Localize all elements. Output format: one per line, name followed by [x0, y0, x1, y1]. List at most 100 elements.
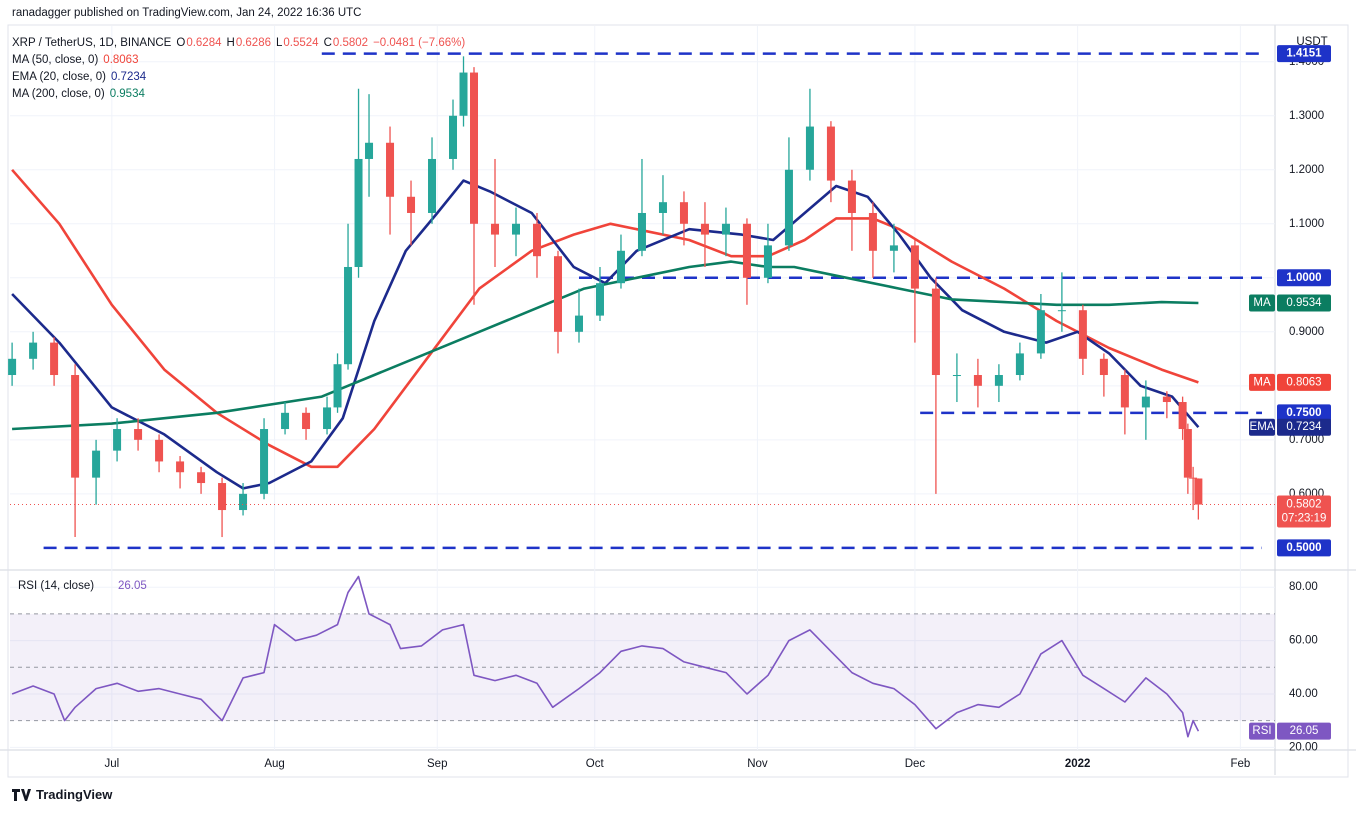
ohlc-value: 0.6286 [235, 37, 271, 49]
candle-body [994, 375, 1003, 386]
candle-body [637, 212, 646, 251]
candle-body [386, 142, 395, 197]
level-tag-label: 1.0000 [1286, 272, 1321, 284]
y-tick-label: 40.00 [1289, 688, 1318, 700]
candle-body [1141, 396, 1150, 408]
legend-row: EMA (20, close, 0) 0.7234 [12, 69, 470, 86]
x-tick-label: Nov [747, 758, 768, 770]
candle-body [868, 212, 877, 251]
candle-body [281, 412, 290, 430]
candle-body [197, 472, 206, 484]
candle-body [323, 407, 332, 430]
x-tick-label: Dec [905, 758, 926, 770]
candle-body [407, 196, 416, 213]
indicator-value-box [1277, 294, 1331, 312]
footer: TradingView [12, 787, 112, 802]
indicator-tag-box [1249, 373, 1275, 391]
currency-label: USDT [1296, 36, 1327, 48]
candle-body [931, 288, 940, 376]
candle-body [1057, 310, 1066, 312]
candle-body [29, 342, 38, 359]
candle-body [826, 126, 835, 181]
indicator-legend-value: 0.8063 [103, 54, 139, 66]
candle-body [176, 461, 185, 473]
y-tick-label: 1.2000 [1289, 164, 1324, 176]
rsi-line [11, 575, 1200, 738]
candle-body [763, 245, 772, 278]
change: −0.0481 (−7.66%) [373, 37, 466, 49]
legend-row: MA (200, close, 0) 0.9534 [12, 86, 470, 103]
candle-body [1189, 477, 1198, 479]
brand: TradingView [36, 787, 113, 802]
candle-body [973, 375, 982, 386]
indicator-line [12, 260, 1199, 431]
ohlc-value: 0.5524 [283, 37, 319, 49]
y-tick-label: 0.9000 [1289, 326, 1324, 338]
indicator-value: 0.7234 [1286, 421, 1322, 433]
publish-header: ranadagger published on TradingView.com,… [12, 7, 362, 19]
indicator-value: 0.9534 [1286, 297, 1322, 309]
candle-body [333, 364, 342, 408]
candle-body [1099, 358, 1108, 376]
candle-body [134, 429, 143, 440]
y-tick-label: 0.7000 [1289, 434, 1324, 446]
indicator-name: MA (50, close, 0) [12, 54, 99, 66]
indicator-tag: MA [1253, 376, 1271, 388]
logo [12, 788, 31, 801]
candle-body [155, 439, 164, 462]
candle-body [574, 315, 583, 332]
rsi-value-box [1277, 722, 1331, 740]
candle-body [889, 245, 898, 251]
candle-body [512, 223, 520, 235]
candle-body [1194, 478, 1203, 505]
y-tick-label: 60.00 [1289, 635, 1318, 647]
ohlc-label: H [226, 37, 235, 49]
indicator-tag: MA [1253, 297, 1271, 309]
price-tag [1277, 495, 1331, 528]
y-tick-label: 1.3000 [1289, 110, 1324, 122]
frame [7, 24, 1349, 778]
indicator-legend-value: 0.9534 [109, 88, 145, 100]
x-tick-label: Oct [586, 758, 605, 770]
candle-body [1162, 396, 1171, 403]
y-tick-label: 20.00 [1289, 741, 1318, 753]
candle-body [92, 450, 101, 478]
candle-body [260, 429, 269, 494]
indicator-tag: EMA [1250, 421, 1275, 433]
candle-body [847, 180, 856, 213]
indicator-line [11, 179, 1200, 490]
candle-body [71, 375, 80, 478]
candle-body [218, 483, 227, 511]
rsi-tag: RSI [1252, 725, 1271, 737]
ohlc-label: L [276, 37, 283, 49]
rsi-title: RSI (14, close) [18, 580, 94, 592]
indicator-value-box [1277, 418, 1331, 436]
candle-body [491, 223, 500, 235]
candle-body [679, 202, 688, 224]
rsi-legend-value: 26.05 [118, 580, 147, 592]
x-tick-label: Aug [264, 758, 284, 770]
ohlc-label: O [176, 37, 186, 49]
legend-row: XRP / TetherUS, 1D, BINANCE O0.6284 H0.628… [12, 35, 470, 52]
level-tag-label: 0.7500 [1286, 407, 1321, 419]
level-tag-label: 1.4151 [1286, 48, 1322, 60]
x-tick-label: Feb [1230, 758, 1250, 770]
candle-body [50, 342, 59, 376]
level-tag [1277, 45, 1331, 63]
x-tick-label: Sep [427, 758, 447, 770]
y-tick-label: 80.00 [1289, 581, 1318, 593]
y-tick-label: 1.1000 [1289, 218, 1324, 230]
level-tag [1277, 539, 1331, 557]
candle-body [742, 223, 751, 278]
x-tick-label: Jul [104, 758, 119, 770]
candle-body [1183, 429, 1192, 478]
candle-body [239, 493, 248, 511]
candle-body [1078, 310, 1087, 359]
candle-body [616, 250, 625, 284]
ohlc-value: 0.6284 [186, 37, 222, 49]
candle-body [449, 115, 458, 159]
candle-body [952, 375, 961, 377]
level-tag [1277, 404, 1331, 422]
indicator-value: 0.8063 [1286, 376, 1321, 388]
